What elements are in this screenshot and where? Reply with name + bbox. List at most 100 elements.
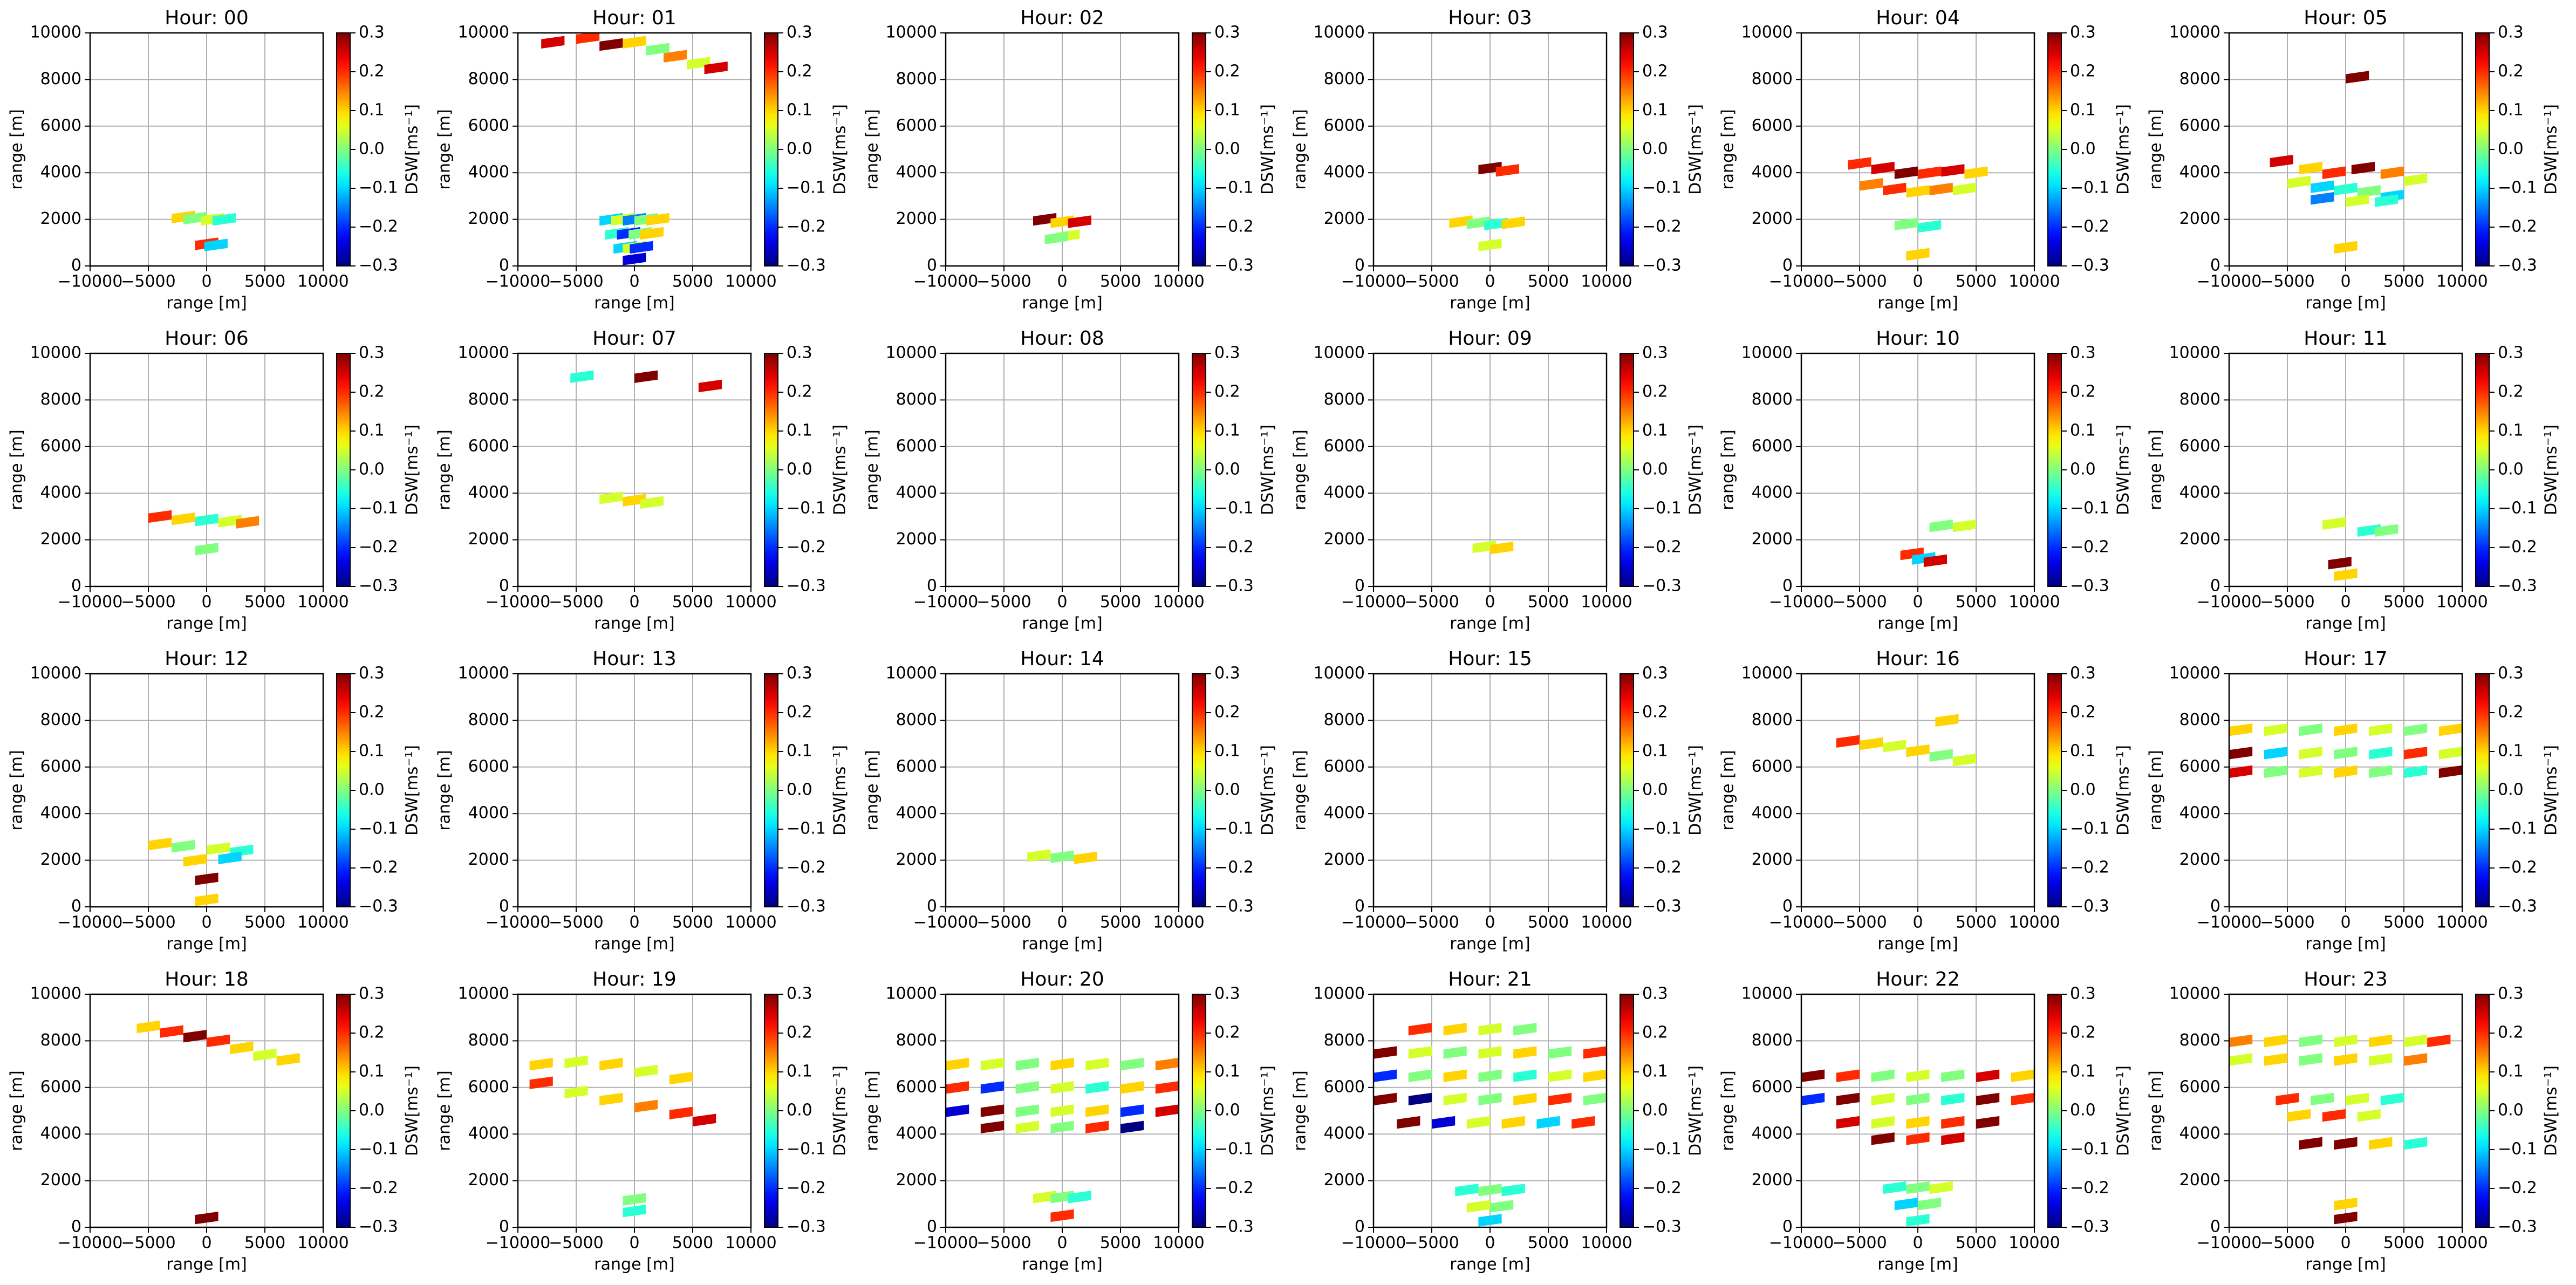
x-tick-label: −10000 — [486, 1234, 551, 1253]
data-point — [980, 1120, 1005, 1133]
colorbar-label: DSW[ms⁻¹] — [2542, 104, 2561, 195]
y-tick-label: 6000 — [896, 436, 937, 455]
colorbar-tick-label: −0.1 — [2498, 179, 2537, 197]
colorbar — [336, 673, 351, 907]
x-tick-label: 10000 — [1581, 272, 1632, 291]
x-tick-label: 0 — [1912, 913, 1923, 932]
x-tick-label: 10000 — [297, 1234, 349, 1253]
subplot-title: Hour: 04 — [1876, 7, 1959, 29]
data-point — [2299, 747, 2322, 760]
data-point — [646, 213, 669, 226]
colorbar-tick-label: 0.2 — [1214, 703, 1240, 722]
colorbar-tick-label: −0.1 — [359, 1140, 398, 1159]
x-tick-label: −5000 — [549, 272, 603, 291]
colorbar-tick-label: 0.3 — [2498, 344, 2524, 363]
data-point — [1952, 182, 1977, 196]
x-tick-label: 10000 — [1153, 913, 1204, 932]
data-point — [1478, 1023, 1502, 1036]
data-layer — [2270, 71, 2428, 254]
data-point — [2438, 765, 2462, 778]
data-point — [1548, 1092, 1572, 1106]
colorbar-tick-label: −0.2 — [2498, 538, 2537, 557]
data-point — [1836, 1092, 1860, 1106]
data-point — [1374, 1092, 1397, 1106]
data-point — [1050, 1209, 1074, 1222]
data-point — [195, 514, 218, 527]
colorbar-tick-label: −0.1 — [1214, 179, 1254, 197]
x-tick-label: 5000 — [1956, 593, 1997, 612]
data-point — [1015, 1120, 1039, 1133]
x-tick-label: −10000 — [58, 593, 123, 612]
data-point — [2328, 557, 2352, 570]
data-point — [2375, 524, 2399, 537]
x-tick-label: −5000 — [549, 1234, 603, 1253]
y-tick-label: 4000 — [2179, 483, 2220, 502]
y-tick-label: 10000 — [30, 23, 81, 42]
data-point — [2229, 723, 2253, 736]
colorbar-tick-label: −0.3 — [787, 897, 826, 916]
colorbar-tick-label: 0.0 — [2498, 781, 2524, 799]
x-tick-label: 0 — [2340, 913, 2350, 932]
colorbar-tick-label: 0.0 — [2070, 781, 2096, 799]
data-point — [195, 543, 218, 556]
data-point — [1976, 1092, 2000, 1106]
colorbar-tick-label: −0.2 — [2070, 858, 2109, 877]
data-point — [599, 1057, 623, 1071]
colorbar-tick-label: 0.3 — [359, 23, 385, 42]
subplot-title: Hour: 19 — [592, 968, 676, 990]
y-axis-label: range [m] — [863, 1070, 882, 1151]
subplot: Hour: 08 −10000−5000 0 5000 10000 0 2000 4000 60… — [863, 327, 1277, 633]
y-tick-label: 0 — [499, 1218, 509, 1236]
x-tick-label: −5000 — [121, 1234, 175, 1253]
colorbar-tick-label: −0.1 — [2070, 499, 2109, 518]
colorbar-tick-label: −0.3 — [1214, 577, 1254, 596]
y-tick-label: 4000 — [1752, 163, 1793, 182]
data-point — [704, 61, 728, 74]
y-axis-label: range [m] — [8, 429, 26, 510]
colorbar-label: DSW[ms⁻¹] — [2114, 104, 2133, 195]
y-tick-label: 0 — [71, 256, 81, 275]
y-tick-label: 6000 — [1324, 1077, 1365, 1096]
colorbar-tick-label: 0.2 — [787, 382, 812, 401]
data-point — [2322, 166, 2346, 179]
y-tick-label: 0 — [71, 577, 81, 596]
data-point — [2334, 1198, 2358, 1211]
colorbar-tick-label: −0.1 — [2498, 499, 2537, 518]
colorbar-tick-label: 0.0 — [1642, 460, 1668, 479]
y-tick-label: 10000 — [1314, 985, 1365, 1003]
colorbar-tick-label: −0.1 — [787, 179, 826, 197]
y-tick-label: 0 — [2210, 1218, 2220, 1236]
y-axis-label: range [m] — [2147, 750, 2165, 830]
y-axis-label: range [m] — [8, 1070, 26, 1151]
subplot-title: Hour: 06 — [165, 327, 248, 350]
x-tick-label: 10000 — [2008, 1234, 2060, 1253]
y-axis-label: range [m] — [1719, 750, 1738, 830]
colorbar-tick-label: 0.2 — [787, 62, 812, 81]
data-point — [1906, 1214, 1930, 1227]
y-tick-label: 2000 — [1752, 209, 1793, 228]
colorbar-label: DSW[ms⁻¹] — [831, 745, 850, 836]
data-layer — [136, 1020, 300, 1225]
x-tick-label: 5000 — [244, 593, 285, 612]
y-tick-label: 8000 — [896, 710, 937, 729]
data-point — [1941, 164, 1965, 177]
colorbar-tick-label: 0.1 — [1214, 1062, 1240, 1081]
colorbar-tick-label: 0.2 — [2498, 382, 2524, 401]
data-point — [529, 1057, 553, 1071]
y-tick-label: 6000 — [896, 1077, 937, 1096]
data-point — [2404, 173, 2428, 186]
colorbar — [764, 353, 778, 587]
y-tick-label: 0 — [1782, 1218, 1793, 1236]
colorbar-tick-label: 0.2 — [2070, 62, 2096, 81]
data-point — [2369, 765, 2393, 778]
data-point — [136, 1020, 160, 1034]
colorbar-tick-label: 0.2 — [1214, 1023, 1240, 1042]
y-tick-label: 2000 — [2179, 209, 2220, 228]
colorbar-tick-label: −0.1 — [1642, 179, 1682, 197]
data-point — [1074, 851, 1097, 864]
y-tick-label: 4000 — [40, 1124, 81, 1143]
data-point — [1050, 1120, 1074, 1133]
y-tick-label: 8000 — [1324, 70, 1365, 88]
x-tick-label: 5000 — [1528, 593, 1569, 612]
data-point — [1408, 1046, 1432, 1059]
